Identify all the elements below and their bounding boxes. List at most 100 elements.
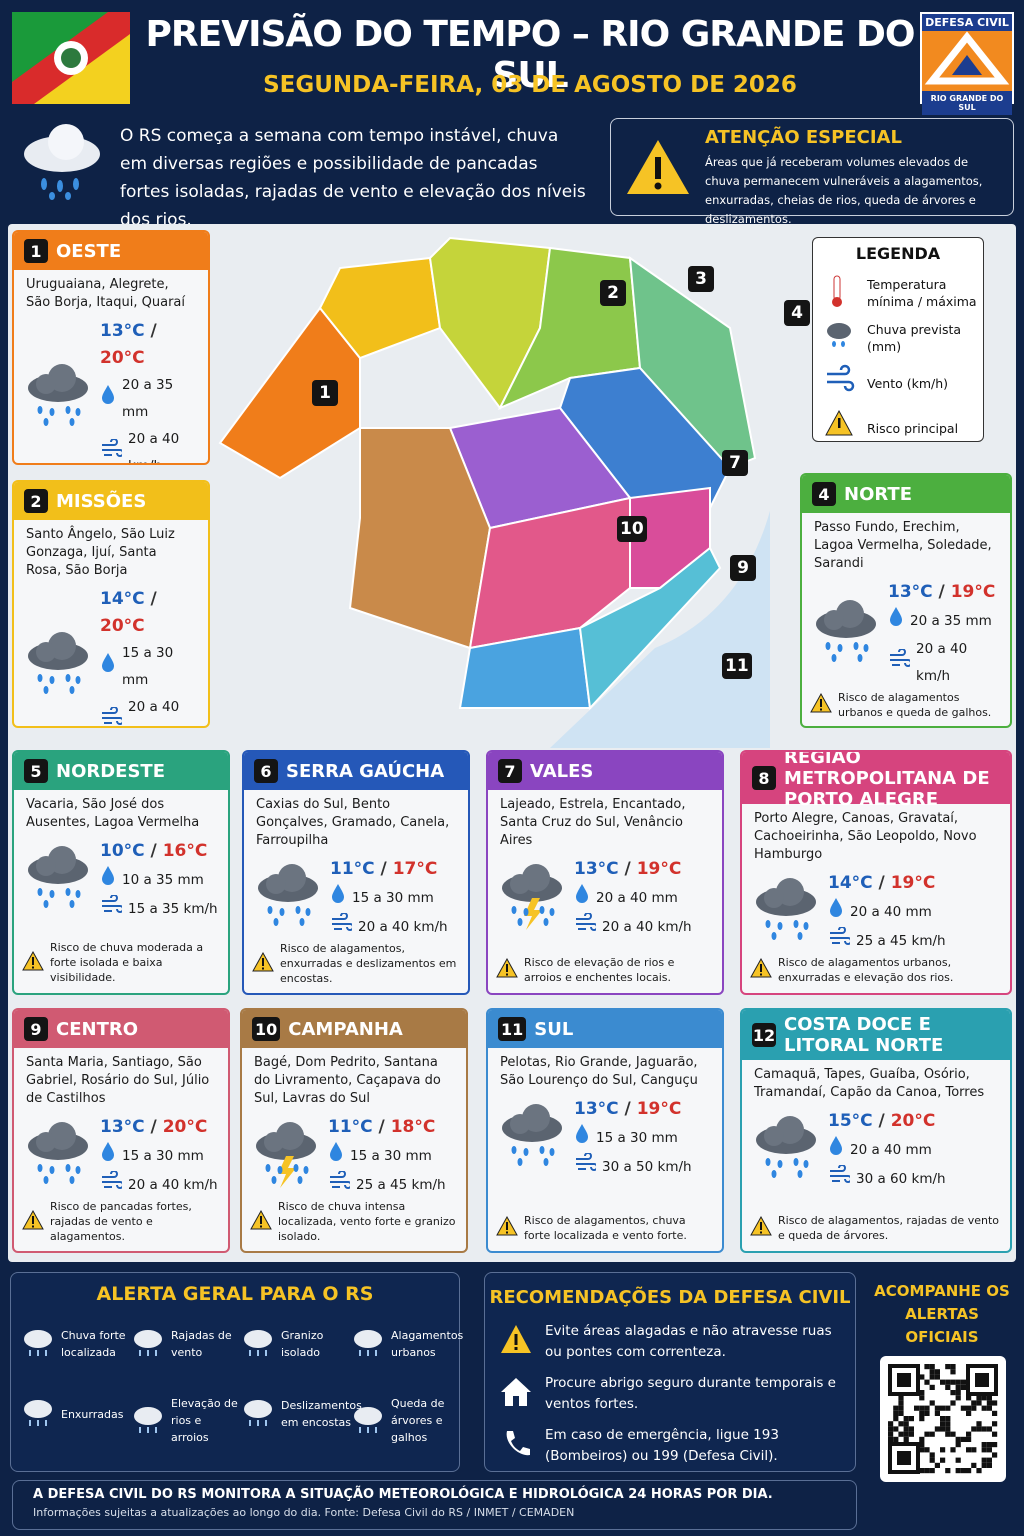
region-card: 10 CAMPANHA Bagé, Dom Pedrito, Santana do …: [240, 1008, 468, 1253]
wind-row: 30 a 60 km/h: [828, 1164, 946, 1193]
wind-icon: [330, 912, 354, 941]
risk-icon-svg: [496, 1215, 518, 1236]
alert-item: Elevação de rios e arroios: [131, 1395, 239, 1446]
weather-values: 13°C / 19°C 20 a 40 mm 20 a 40 km/h: [574, 856, 692, 941]
legend-icon: [825, 274, 855, 312]
badge-bottom: RIO GRANDE DO SUL: [922, 91, 1012, 115]
temp-max: 19°C: [890, 873, 936, 893]
risk-text: Risco de alagamentos, enxurradas e desli…: [280, 942, 457, 985]
rain-row: 15 a 30 mm: [574, 1123, 692, 1153]
alert-item: Chuva forte localizada: [21, 1325, 129, 1363]
weather-icon-svg: [258, 863, 318, 926]
wind: 20 a 40 km/h: [128, 1176, 218, 1193]
region-card: 1 OESTE Uruguaiana, Alegrete, São Borja, I…: [12, 230, 210, 465]
risk-text: Risco de alagamentos, chuva forte locali…: [524, 1214, 687, 1242]
temp-min: 11°C: [328, 1117, 373, 1137]
card-header: 7 VALES: [488, 752, 722, 790]
badge: DEFESA CIVIL RIO GRANDE DO SUL: [920, 12, 1014, 115]
wind-icon-svg: [890, 648, 912, 667]
weather-row: 11°C / 17°C 15 a 30 mm 20 a 40 km/h: [244, 850, 468, 941]
alert-item: Granizo isolado: [241, 1325, 349, 1363]
wind: 25 a 45 km/h: [356, 1176, 446, 1193]
wind-row: 15 a 35 km/h: [100, 894, 218, 923]
temps: 11°C / 18°C: [328, 1114, 446, 1141]
risk-icon-svg: [22, 1209, 44, 1229]
rain-row: 10 a 35 mm: [100, 865, 218, 895]
recommendations-title: RECOMENDAÇÕES DA DEFESA CIVIL: [489, 1287, 851, 1308]
weather-row: 13°C / 20°C 15 a 30 mm 20 a 40 km/h: [14, 1108, 228, 1199]
rain: 20 a 40 mm: [850, 903, 932, 920]
drop-icon: [574, 883, 590, 913]
weather-icon: [24, 1120, 92, 1194]
recommendation-icon-svg: [501, 1325, 531, 1353]
weather-icon: [812, 598, 880, 672]
risk-row: Risco de alagamentos, rajadas de vento e…: [742, 1213, 1010, 1251]
risk-icon-svg: [250, 1209, 272, 1229]
legend-label: Temperatura mínima / máxima: [867, 277, 977, 309]
drop-icon-svg: [890, 607, 902, 626]
rain-row: 15 a 30 mm: [100, 1141, 218, 1171]
temp-min: 13°C: [100, 1117, 145, 1137]
alert-icon-svg: [134, 1330, 162, 1356]
region-card: 9 CENTRO Santa Maria, Santiago, São Gabrie…: [12, 1008, 230, 1253]
legend-label: Vento (km/h): [867, 375, 949, 391]
temp-sep: /: [144, 321, 157, 341]
risk-icon-svg: [750, 957, 772, 978]
wind-icon: [100, 1170, 124, 1199]
wind: 20 a 40 km/h: [128, 431, 180, 463]
weather-icon: [752, 876, 820, 950]
weather-icon: [498, 862, 566, 936]
weather-values: 15°C / 20°C 20 a 40 mm 30 a 60 km/h: [828, 1108, 946, 1193]
temp-min: 13°C: [574, 859, 619, 879]
region-cities: Vacaria, São José dos Ausentes, Lagoa Ve…: [26, 797, 200, 830]
wind-icon-svg: [830, 1164, 852, 1183]
card-header: 11 SUL: [488, 1010, 722, 1048]
rain: 20 a 35 mm: [122, 377, 174, 420]
alert-item: Deslizamentos em encostas: [241, 1395, 362, 1433]
wind: 15 a 35 km/h: [128, 900, 218, 917]
drop-icon: [888, 606, 904, 636]
region-cities: Camaquã, Tapes, Guaíba, Osório, Tramanda…: [754, 1067, 985, 1100]
temp-min: 13°C: [888, 582, 933, 602]
card-header: 8 REGIÃO METROPOLITANA DE PORTO ALEGRE: [742, 752, 1010, 810]
alert-label: Alagamentos urbanos: [391, 1329, 464, 1359]
region-cities: Uruguaiana, Alegrete, São Borja, Itaqui,…: [26, 277, 185, 310]
recommendation: Procure abrigo seguro durante temporais …: [499, 1373, 845, 1415]
temp-min: 14°C: [828, 873, 873, 893]
region-number: 12: [752, 1023, 776, 1047]
region-number: 4: [812, 482, 836, 506]
region-number: 10: [252, 1017, 281, 1041]
weather-row: 14°C / 20°C 15 a 30 mm 20 a 40 km/h: [14, 580, 208, 726]
region-card: 8 REGIÃO METROPOLITANA DE PORTO ALEGRE Por…: [740, 750, 1012, 995]
recommendation-icon-svg: [501, 1378, 531, 1406]
region-number: 5: [24, 759, 48, 783]
region-cities: Lajeado, Estrela, Encantado, Santa Cruz …: [500, 797, 686, 848]
risk-row: Risco de elevação de rios e arroios e en…: [488, 955, 722, 993]
wind-row: 20 a 40 km/h: [330, 912, 448, 941]
alert-icon-svg: [244, 1400, 272, 1426]
alert-icon-svg: [244, 1330, 272, 1356]
temps: 15°C / 20°C: [828, 1108, 946, 1135]
wind-icon-svg: [576, 1152, 598, 1171]
wind: 20 a 40 km/h: [916, 641, 968, 684]
weather-icon-svg: [502, 863, 562, 930]
weather-icon: [254, 862, 322, 936]
wind-row: 30 a 50 km/h: [574, 1152, 692, 1181]
drop-icon: [328, 1141, 344, 1171]
map-label: 2: [600, 280, 626, 306]
risk-icon-svg: [810, 692, 832, 713]
region-name: MISSÕES: [56, 490, 147, 512]
attention-text: Áreas que já receberam volumes elevados …: [705, 155, 983, 226]
alert-label: Deslizamentos em encostas: [281, 1399, 362, 1429]
wind-row: 25 a 45 km/h: [328, 1170, 446, 1199]
footer: A DEFESA CIVIL DO RS MONITORA A SITUAÇÃO…: [12, 1480, 857, 1530]
weather-row: 15°C / 20°C 20 a 40 mm 30 a 60 km/h: [742, 1102, 1010, 1193]
rain-icon: [24, 124, 100, 200]
legend-item: Vento (km/h): [825, 364, 980, 402]
alert-item: Enxurradas: [21, 1395, 129, 1433]
alert-label: Rajadas de vento: [171, 1329, 232, 1359]
risk-icon: [250, 1209, 272, 1234]
region-cities: Pelotas, Rio Grande, Jaguarão, São Loure…: [500, 1055, 698, 1088]
wind: 20 a 40 km/h: [602, 918, 692, 935]
